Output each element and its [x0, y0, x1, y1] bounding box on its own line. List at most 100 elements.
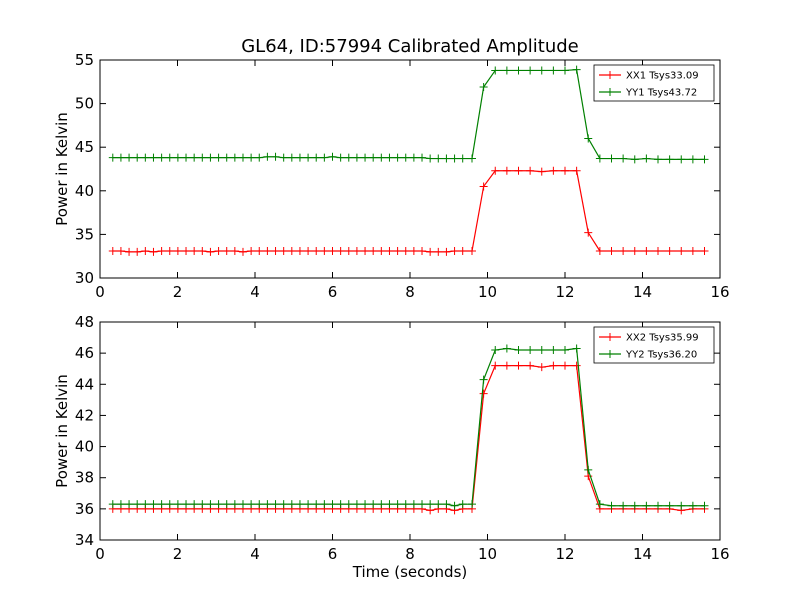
data-point [665, 501, 674, 510]
data-point [468, 246, 476, 255]
legend-marker [606, 71, 614, 79]
data-point [279, 246, 288, 255]
data-point [377, 153, 386, 162]
data-point [584, 228, 593, 237]
legend-label: YY1 Tsys43.72 [625, 88, 697, 99]
legend-label: YY2 Tsys36.20 [625, 350, 697, 361]
data-point [157, 246, 166, 255]
series-2 [108, 65, 709, 164]
data-point [450, 501, 459, 510]
x-tick-label: 12 [555, 283, 574, 301]
data-point [491, 166, 500, 175]
data-point [369, 246, 378, 255]
data-point [630, 501, 639, 510]
data-point [328, 152, 337, 161]
data-point [458, 246, 467, 255]
x-tick-label: 6 [328, 283, 338, 301]
legend-item: YY2 Tsys36.20 [599, 350, 697, 361]
x-tick-label: 10 [478, 545, 497, 563]
data-point [304, 500, 313, 509]
data-point [369, 500, 378, 509]
data-point [133, 500, 142, 509]
y-tick-label: 44 [75, 375, 94, 393]
data-point [336, 500, 345, 509]
data-point [238, 500, 247, 509]
data-point [526, 361, 535, 370]
data-point [377, 246, 386, 255]
data-point [595, 246, 604, 255]
data-point [328, 500, 337, 509]
data-point [173, 500, 182, 509]
data-point [198, 500, 207, 509]
data-point [385, 500, 394, 509]
data-point [230, 500, 239, 509]
data-point [561, 361, 569, 370]
data-point [537, 66, 546, 75]
legend-marker [606, 333, 614, 341]
data-point [418, 246, 427, 255]
x-tick-label: 10 [478, 283, 497, 301]
data-point [271, 500, 280, 509]
x-tick-label: 14 [633, 283, 652, 301]
x-tick-label: 8 [405, 283, 415, 301]
data-point [336, 153, 345, 162]
data-point [526, 346, 535, 355]
x-axis-label: Time (seconds) [352, 563, 468, 581]
x-tick-label: 0 [95, 283, 105, 301]
data-point [514, 346, 523, 355]
data-point [361, 246, 370, 255]
data-point [190, 500, 199, 509]
x-tick-label: 12 [555, 545, 574, 563]
data-point [688, 246, 697, 255]
data-point [165, 153, 174, 162]
data-point [214, 153, 223, 162]
data-point [182, 246, 191, 255]
data-point [222, 500, 231, 509]
data-point [361, 153, 370, 162]
data-point [595, 154, 604, 163]
data-point [206, 153, 215, 162]
data-point [572, 361, 581, 370]
data-point [344, 246, 353, 255]
data-point [642, 154, 651, 163]
data-point [149, 500, 158, 509]
data-point [263, 500, 272, 509]
x-tick-label: 0 [95, 545, 105, 563]
data-point [116, 246, 125, 255]
legend: XX1 Tsys33.09 YY1 Tsys43.72 [593, 64, 715, 102]
data-point [369, 153, 378, 162]
data-point [442, 500, 451, 509]
data-point [287, 246, 296, 255]
data-point [491, 361, 500, 370]
data-point [116, 153, 125, 162]
data-point [108, 153, 117, 162]
data-point [458, 154, 467, 163]
data-point [630, 155, 639, 164]
data-point [450, 246, 459, 255]
data-point [502, 361, 511, 370]
data-point [206, 500, 215, 509]
data-point [165, 500, 174, 509]
data-point [549, 346, 558, 355]
data-point [700, 155, 709, 164]
data-point [468, 500, 476, 509]
data-point [206, 247, 215, 256]
data-point [255, 500, 264, 509]
data-point [271, 246, 280, 255]
y-tick-label: 45 [75, 138, 94, 156]
data-point [149, 247, 158, 256]
data-point [665, 246, 674, 255]
data-point [479, 83, 488, 92]
data-point [537, 167, 546, 176]
data-point [665, 155, 674, 164]
data-point [287, 153, 296, 162]
data-point [214, 246, 223, 255]
data-point [654, 246, 662, 255]
data-point [295, 500, 304, 509]
data-point [190, 153, 199, 162]
data-point [230, 246, 239, 255]
data-point [133, 247, 142, 256]
data-point [491, 66, 500, 75]
legend-item: XX2 Tsys35.99 [599, 333, 699, 344]
x-tick-label: 14 [633, 545, 652, 563]
